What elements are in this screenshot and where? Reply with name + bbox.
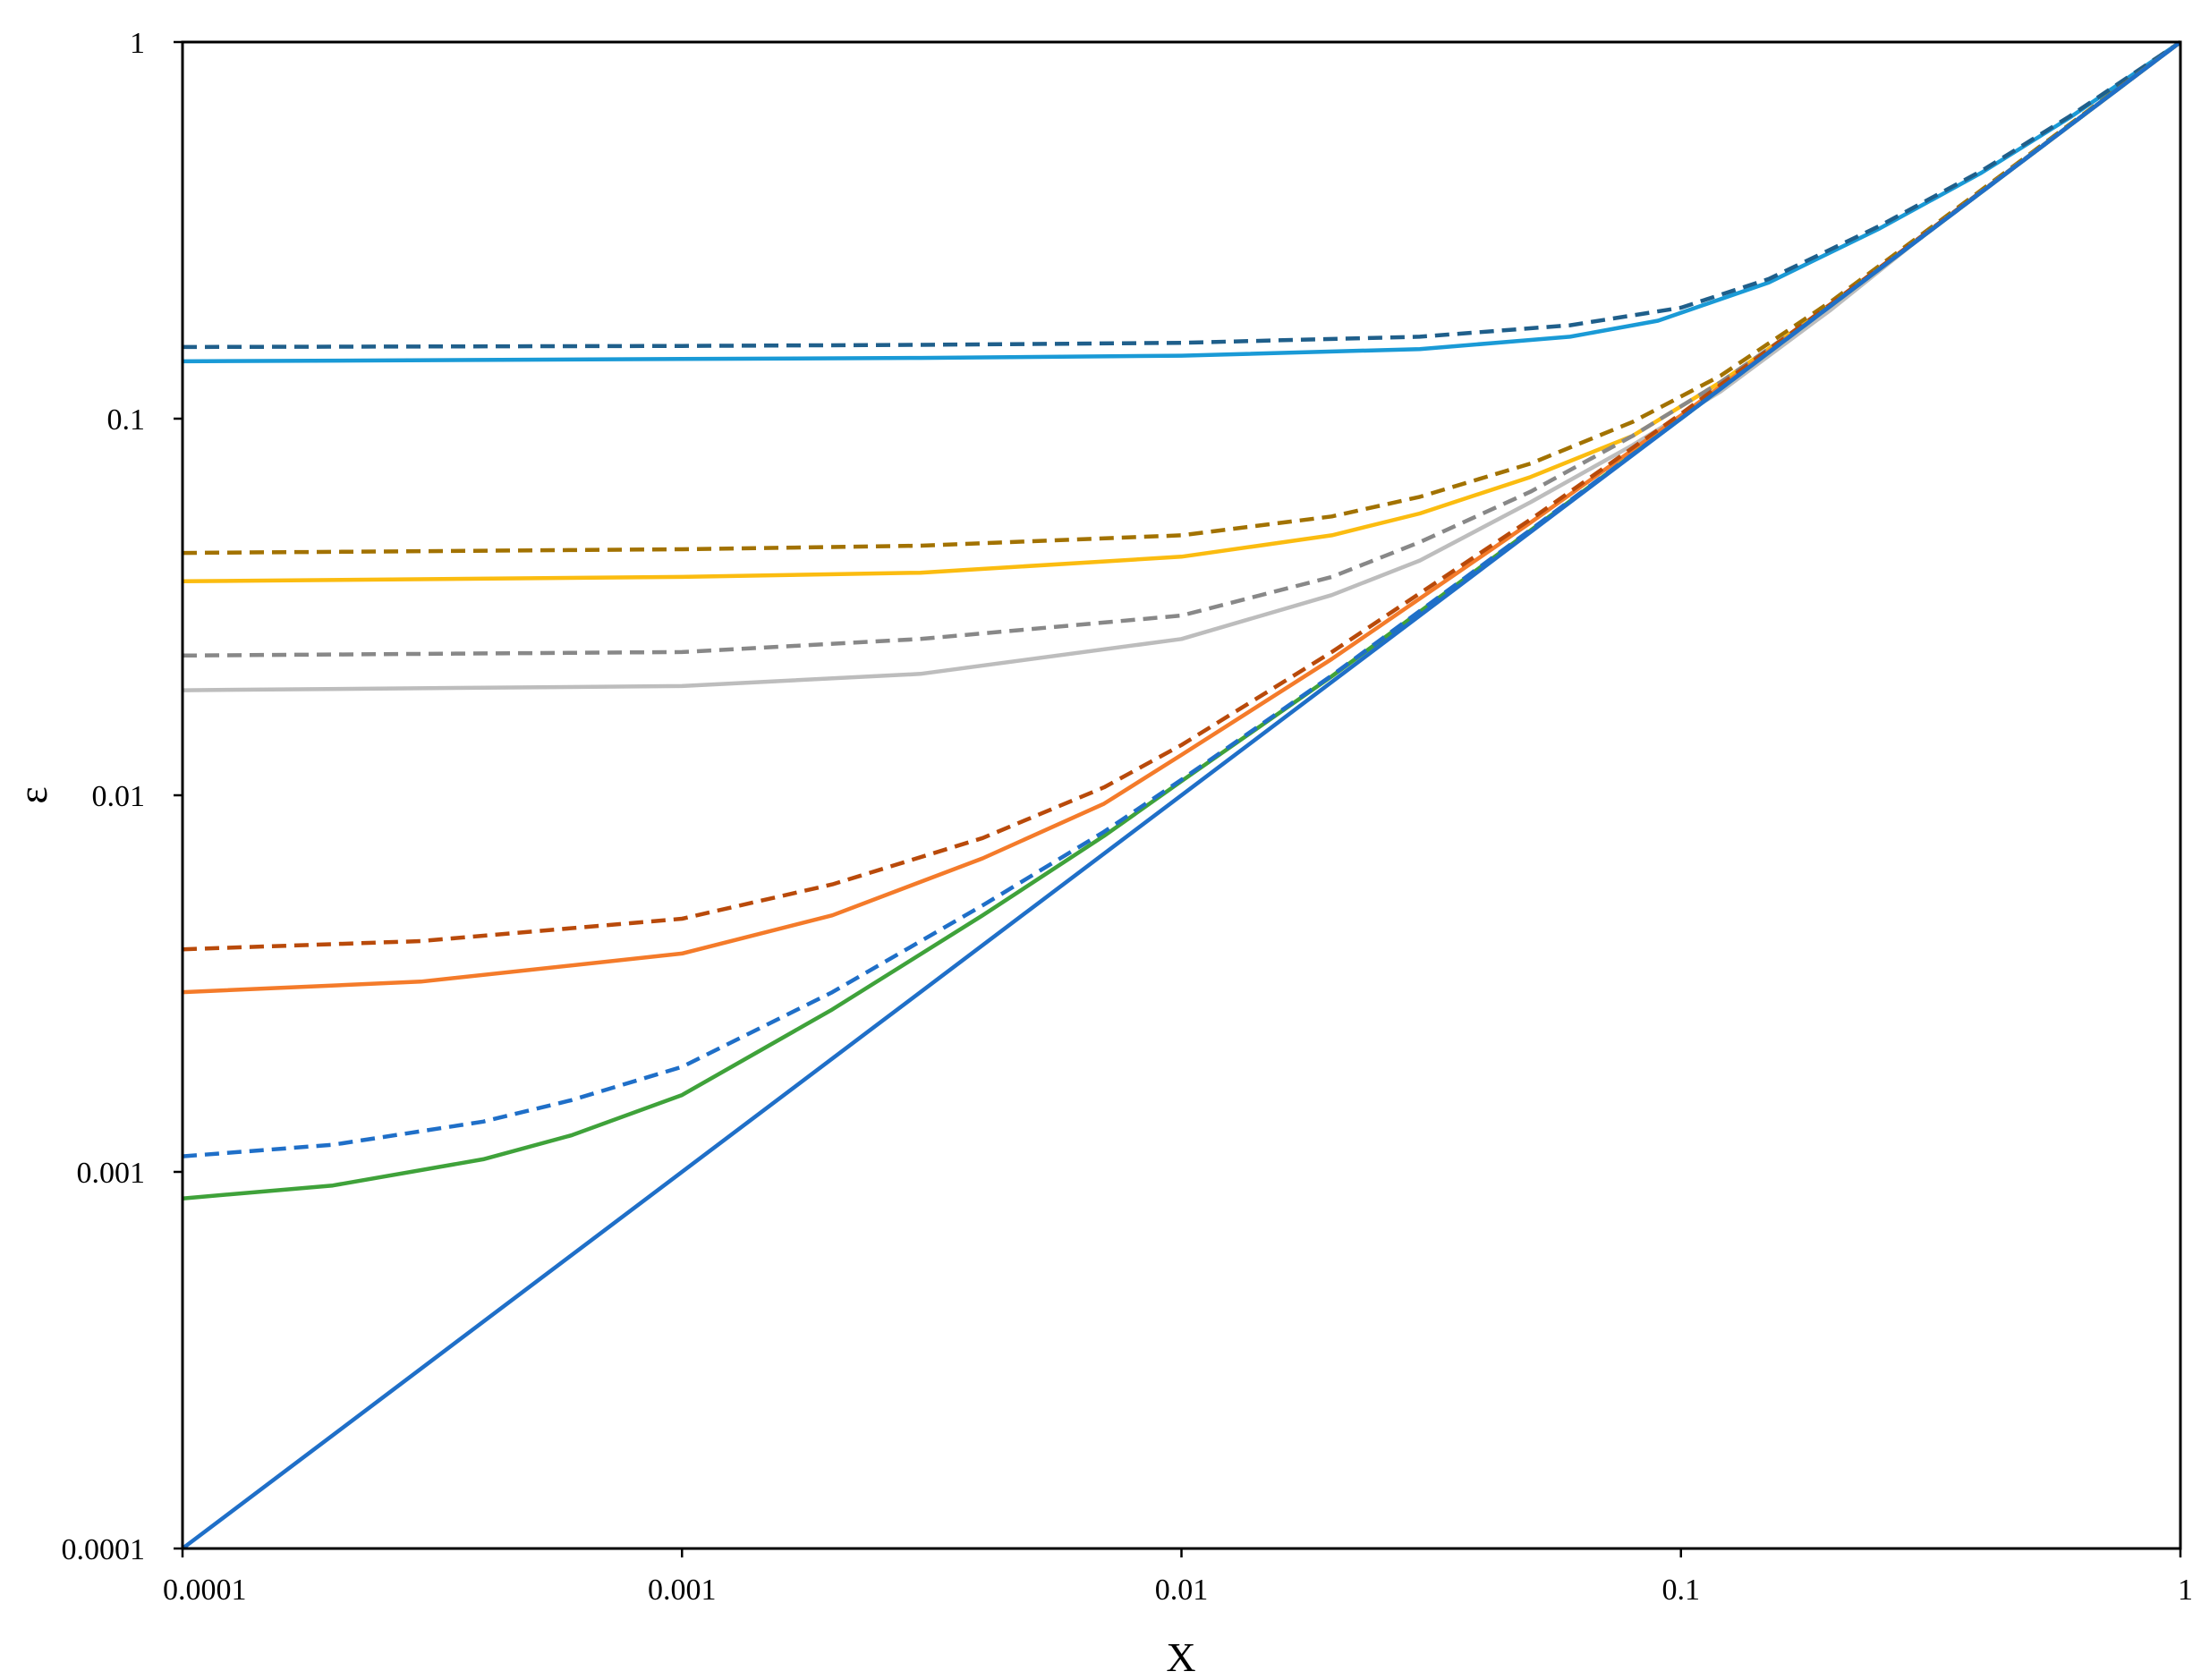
y-tick-label: 0.001 [77, 1157, 146, 1190]
y-axis-title: ε [10, 786, 55, 803]
y-tick-label: 1 [130, 27, 145, 60]
series-line-10 [182, 40, 2182, 1158]
series-line-2 [182, 40, 2182, 350]
y-tick-label: 0.01 [92, 780, 146, 813]
x-tick-label: 0.001 [648, 1574, 717, 1607]
x-tick-label: 0.0001 [163, 1574, 247, 1607]
series-line-11 [181, 40, 2182, 1550]
x-axis-title: X [1166, 1634, 1195, 1680]
x-tick-label: 0.01 [1155, 1574, 1209, 1607]
x-axis: 0.0001 0.001 0.01 0.1 1 [163, 1548, 2193, 1607]
y-tick-label: 0.0001 [62, 1533, 146, 1566]
y-tick-label: 0.1 [107, 403, 146, 437]
x-tick-label: 1 [2178, 1574, 2193, 1607]
series-layer [181, 40, 2182, 1550]
y-axis: 0.0001 0.001 0.01 0.1 1 [62, 27, 183, 1566]
x-tick-label: 0.1 [1662, 1574, 1701, 1607]
